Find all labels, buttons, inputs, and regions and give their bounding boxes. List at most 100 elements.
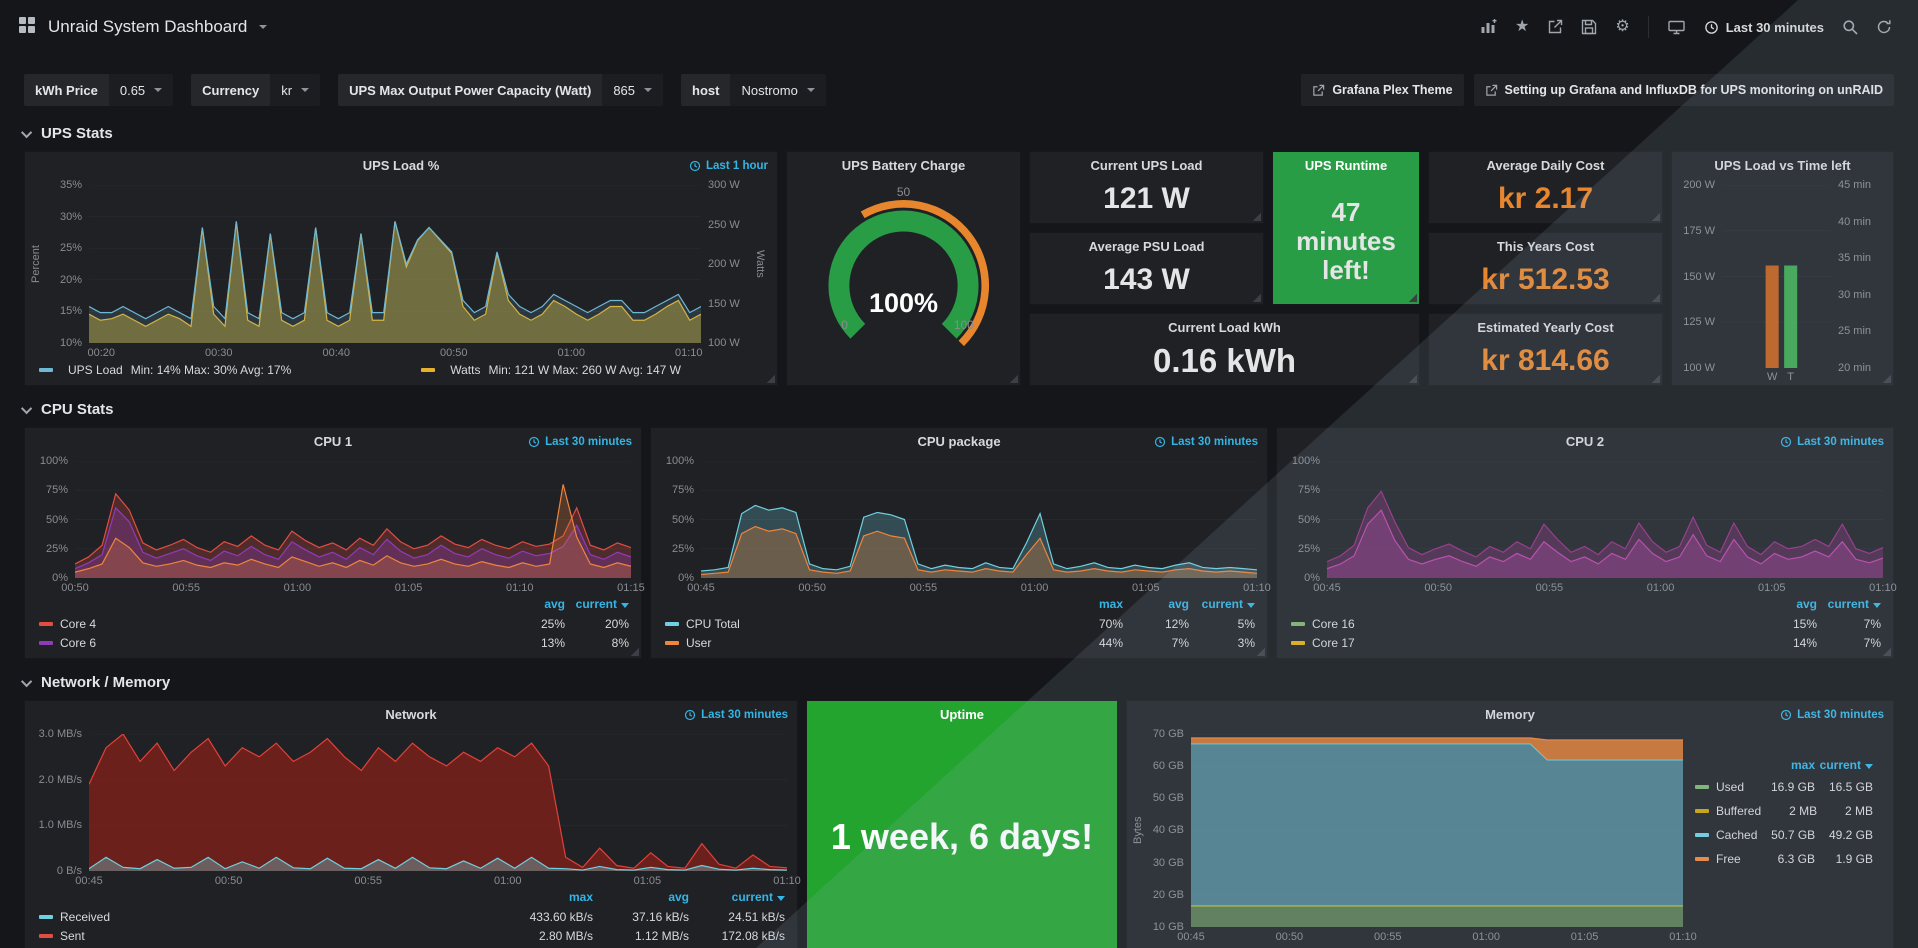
panel-time-override[interactable]: Last 30 minutes	[684, 701, 788, 728]
stat-value: kr 814.66	[1481, 344, 1610, 377]
zoom-out-time-button[interactable]	[1834, 13, 1866, 41]
panel-time-override[interactable]: Last 30 minutes	[1154, 428, 1258, 455]
panel-header[interactable]: CPU package Last 30 minutes	[651, 428, 1267, 455]
series-name[interactable]: Free	[1716, 852, 1741, 866]
series-stat: 16.9 GB	[1770, 780, 1815, 794]
panel-header[interactable]: UPS Load % Last 1 hour	[25, 152, 777, 179]
panel-header[interactable]: CPU 2 Last 30 minutes	[1277, 428, 1893, 455]
series-name[interactable]: Buffered	[1716, 804, 1762, 818]
panel-header[interactable]: UPS Runtime	[1273, 152, 1419, 179]
legend-headers: max avg current	[665, 597, 1257, 614]
panel-time-override[interactable]: Last 30 minutes	[528, 428, 632, 455]
panel-header[interactable]: Network Last 30 minutes	[25, 701, 797, 728]
cpu1-chart[interactable]	[75, 461, 631, 578]
legend-column-header[interactable]: current	[1189, 597, 1255, 614]
legend-column-header[interactable]: current	[1815, 758, 1873, 775]
legend-rows: Core 4 25% 20% Core 6 13% 8%	[39, 614, 631, 652]
cpu-stats-row: CPU 1 Last 30 minutes 100% 75% 50% 25% 0% 00…	[0, 427, 1918, 659]
add-panel-button[interactable]	[1472, 13, 1505, 41]
ups-load-chart[interactable]	[89, 185, 701, 343]
cpu-package-chart[interactable]	[701, 461, 1257, 578]
series-name[interactable]: Core 16	[1312, 616, 1355, 631]
panel-header[interactable]: Estimated Yearly Cost	[1429, 314, 1662, 341]
panel-header[interactable]: UPS Load vs Time left	[1672, 152, 1893, 179]
series-name[interactable]: Sent	[60, 928, 85, 943]
refresh-button[interactable]	[1868, 13, 1900, 41]
legend-column-header[interactable]: avg	[668, 890, 689, 904]
series-name[interactable]: UPS Load	[68, 363, 123, 377]
legend-column-header[interactable]: max	[1098, 597, 1123, 611]
template-variable: UPS Max Output Power Capacity (Watt) 865	[338, 74, 664, 106]
panel-title: UPS Load vs Time left	[1714, 158, 1851, 173]
legend-row: Core 16 15% 7%	[1291, 614, 1883, 633]
x-axis-ticks: 00:50 00:55 01:00 01:05 01:10 01:15	[61, 582, 645, 594]
grafana-apps-icon[interactable]	[18, 16, 36, 39]
dashboard-title[interactable]: Unraid System Dashboard	[48, 17, 248, 36]
legend-column-header[interactable]: max	[568, 890, 593, 904]
panel-header[interactable]: Uptime	[807, 701, 1117, 728]
legend-column-header[interactable]: current	[1817, 597, 1881, 614]
series-name[interactable]: Used	[1716, 780, 1745, 794]
section-cpu-stats[interactable]: CPU Stats	[0, 386, 1918, 427]
time-range-label: Last 30 minutes	[1725, 19, 1824, 35]
star-dashboard-button[interactable]: ★	[1507, 13, 1537, 41]
panel-network: Network Last 30 minutes 3.0 MB/s 2.0 MB/s…	[24, 700, 801, 948]
legend: max avg current CPU Total 70% 12% 5% User	[651, 595, 1267, 658]
panel-header[interactable]: CPU 1 Last 30 minutes	[25, 428, 641, 455]
series-name[interactable]: Core 17	[1312, 635, 1355, 650]
legend-column-header[interactable]: avg	[1168, 597, 1189, 611]
variable-value-dropdown[interactable]: 865	[602, 74, 664, 106]
series-name[interactable]: Watts	[450, 363, 481, 377]
refresh-icon	[1877, 20, 1891, 34]
series-stat: 5%	[1237, 616, 1255, 631]
panel-header[interactable]: Current UPS Load	[1030, 152, 1263, 179]
legend-column-header[interactable]: max	[1790, 758, 1815, 772]
panel-time-override[interactable]: Last 30 minutes	[1780, 428, 1884, 455]
panel-time-override[interactable]: Last 30 minutes	[1780, 701, 1884, 728]
section-ups-stats[interactable]: UPS Stats	[0, 110, 1918, 151]
panel-time-override[interactable]: Last 1 hour	[689, 152, 768, 179]
panel-header[interactable]: Average PSU Load	[1030, 233, 1263, 260]
panel-header[interactable]: Average Daily Cost	[1429, 152, 1662, 179]
series-name[interactable]: Core 6	[60, 635, 97, 650]
series-stat: 6.3 GB	[1777, 852, 1815, 866]
variable-value-dropdown[interactable]: 0.65	[108, 74, 174, 106]
ups-bar-chart[interactable]	[1722, 185, 1831, 368]
panel-header[interactable]: Current Load kWh	[1030, 314, 1419, 341]
legend-column-header[interactable]: avg	[544, 597, 565, 611]
time-range-button[interactable]: Last 30 minutes	[1696, 14, 1832, 41]
series-name[interactable]: Core 4	[60, 616, 97, 631]
variable-value-dropdown[interactable]: kr	[270, 74, 321, 106]
series-name[interactable]: User	[686, 635, 712, 650]
dashboard-link-ups-guide[interactable]: Setting up Grafana and InfluxDB for UPS …	[1473, 74, 1894, 106]
dashboard-link-plex-theme[interactable]: Grafana Plex Theme	[1301, 74, 1464, 106]
legend-column-header[interactable]: avg	[1796, 597, 1817, 611]
series-color-swatch	[665, 640, 679, 645]
cycle-view-mode-button[interactable]	[1659, 13, 1694, 41]
gauge-min-label: 0	[841, 317, 848, 332]
panel-header[interactable]: This Years Cost	[1429, 233, 1662, 260]
template-variable: kWh Price 0.65	[24, 74, 174, 106]
panel-header[interactable]: Memory Last 30 minutes	[1127, 701, 1893, 728]
memory-chart[interactable]	[1191, 734, 1683, 927]
network-chart[interactable]	[89, 734, 787, 871]
stat-value: kr 512.53	[1481, 263, 1610, 296]
series-name[interactable]: Cached	[1716, 828, 1758, 842]
dashboard-settings-button[interactable]: ⚙	[1607, 13, 1637, 41]
save-dashboard-button[interactable]	[1573, 13, 1605, 41]
series-name[interactable]: Received	[60, 909, 111, 924]
series-color-swatch	[1291, 621, 1305, 626]
cpu2-chart[interactable]	[1327, 461, 1883, 578]
legend-row: CPU Total 70% 12% 5%	[665, 614, 1257, 633]
y-axis-ticks: 100% 75% 50% 25% 0%	[1291, 455, 1320, 584]
variable-value-dropdown[interactable]: Nostromo	[730, 74, 826, 106]
share-dashboard-button[interactable]	[1539, 13, 1571, 41]
y-axis-ticks: 100% 75% 50% 25% 0%	[665, 455, 694, 584]
series-name[interactable]: CPU Total	[686, 616, 740, 631]
legend-column-header[interactable]: current	[565, 597, 629, 614]
legend-row: Free 6.3 GB 1.9 GB	[1695, 847, 1875, 871]
battery-gauge[interactable]: 0 50 100 100%	[803, 183, 1004, 373]
section-network-memory[interactable]: Network / Memory	[0, 659, 1918, 700]
panel-header[interactable]: UPS Battery Charge	[787, 152, 1020, 179]
legend-column-header[interactable]: current	[689, 890, 785, 907]
